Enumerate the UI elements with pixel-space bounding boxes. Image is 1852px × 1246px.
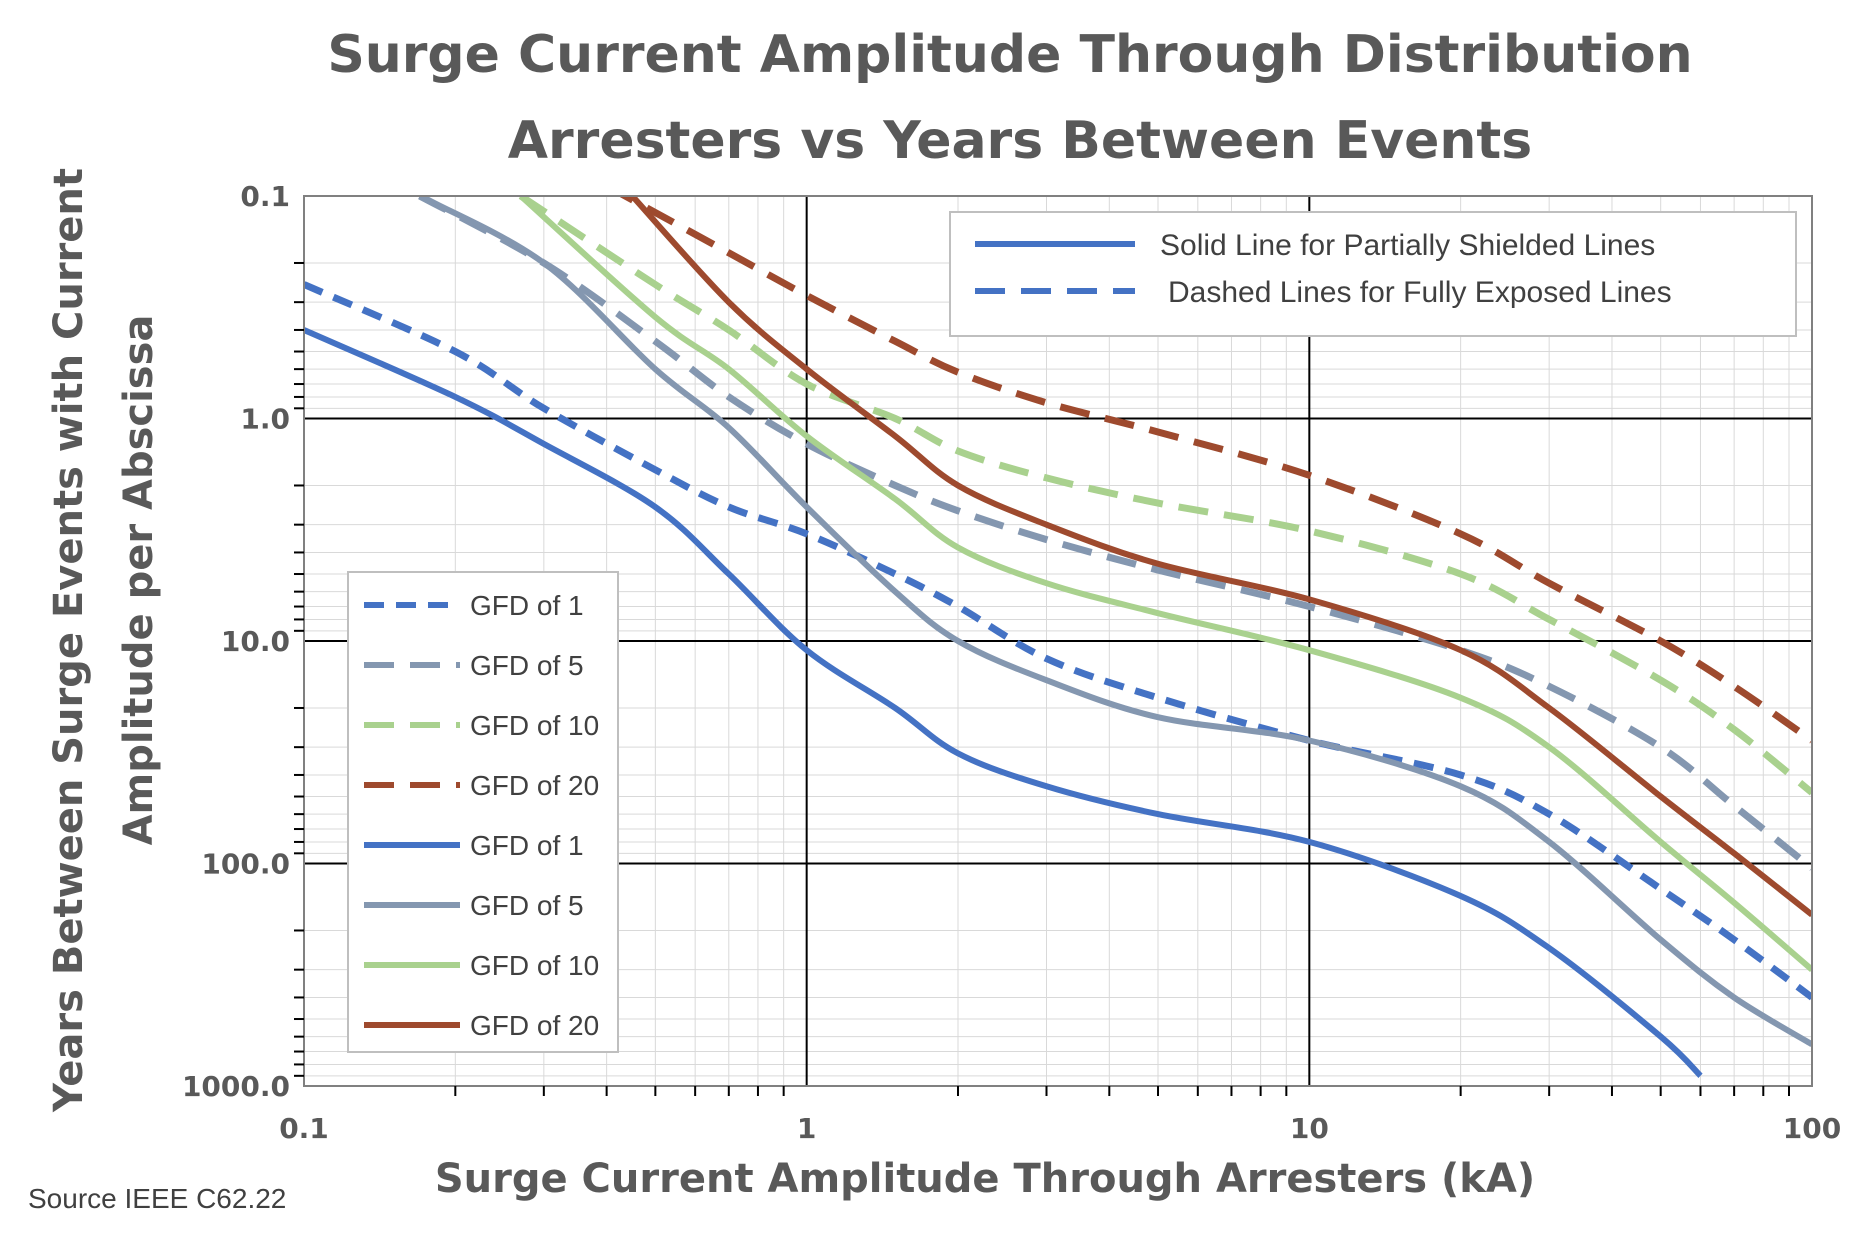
chart-title-line-2: Arresters vs Years Between Events bbox=[508, 111, 1532, 171]
series-legend-box bbox=[347, 571, 619, 1053]
legend-label-dashed-gfd-of-5: GFD of 5 bbox=[470, 650, 584, 681]
y-axis-title-line-1: Years Between Surge Events with Current bbox=[46, 168, 92, 1113]
series-lines bbox=[304, 196, 1812, 1078]
legend-label-dashed-gfd-of-20: GFD of 20 bbox=[470, 770, 599, 801]
y-tick-label: 0.1 bbox=[240, 180, 290, 213]
series-line-dashed-gfd-of-10 bbox=[518, 196, 1812, 796]
x-tick-label: 0.1 bbox=[279, 1112, 329, 1145]
y-tick-label: 1000.0 bbox=[182, 1070, 290, 1103]
series-line-solid-gfd-of-20 bbox=[630, 196, 1812, 918]
legend-label-solid-gfd-of-5: GFD of 5 bbox=[470, 890, 584, 921]
style-legend-box bbox=[949, 211, 1797, 337]
x-axis-title: Surge Current Amplitude Through Arrester… bbox=[435, 1156, 1535, 1202]
style-legend-solid-label: Solid Line for Partially Shielded Lines bbox=[1160, 229, 1655, 262]
series-line-solid-gfd-of-10 bbox=[518, 196, 1812, 972]
x-tick-label: 100 bbox=[1783, 1112, 1841, 1145]
y-tick-label: 1.0 bbox=[240, 403, 290, 436]
y-axis-ticks: 0.1 1.0 10.0 100.0 1000.0 bbox=[182, 180, 304, 1103]
y-tick-label: 100.0 bbox=[201, 848, 290, 881]
legend-label-solid-gfd-of-1: GFD of 1 bbox=[470, 830, 584, 861]
y-tick-label: 10.0 bbox=[221, 625, 290, 658]
series-line-dashed-gfd-of-1 bbox=[304, 281, 1812, 1001]
style-legend: Solid Line for Partially Shielded Lines … bbox=[949, 211, 1797, 337]
legend-label-dashed-gfd-of-1: GFD of 1 bbox=[470, 590, 584, 621]
plot-frame bbox=[303, 195, 1813, 1087]
legend-label-solid-gfd-of-10: GFD of 10 bbox=[470, 950, 599, 981]
series-legend: GFD of 1 GFD of 5 GFD of 10 GFD of 20 GFD of… bbox=[347, 571, 619, 1053]
style-legend-dashed-label: Dashed Lines for Fully Exposed Lines bbox=[1168, 276, 1672, 309]
legend-label-solid-gfd-of-20: GFD of 20 bbox=[470, 1010, 599, 1041]
x-tick-label: 10 bbox=[1290, 1112, 1329, 1145]
series-line-dashed-gfd-of-5 bbox=[418, 196, 1812, 871]
x-axis-ticks: 0.1 1 10 100 bbox=[279, 1086, 1841, 1145]
chart-title-line-1: Surge Current Amplitude Through Distribu… bbox=[327, 25, 1692, 85]
legend-label-dashed-gfd-of-10: GFD of 10 bbox=[470, 710, 599, 741]
x-tick-label: 1 bbox=[797, 1112, 816, 1145]
series-line-solid-gfd-of-5 bbox=[418, 196, 1812, 1047]
source-note: Source IEEE C62.22 bbox=[28, 1183, 286, 1214]
series-line-solid-gfd-of-1 bbox=[304, 327, 1703, 1078]
y-axis-title-line-2: Amplitude per Abscissa bbox=[116, 315, 162, 846]
